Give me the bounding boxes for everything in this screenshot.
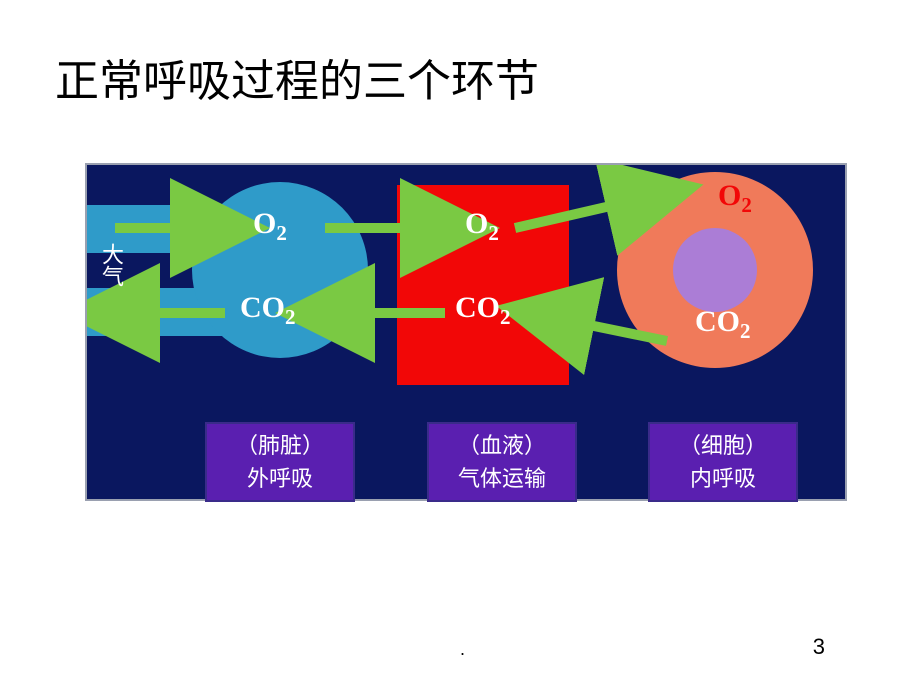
atmosphere-label: 大气	[95, 243, 127, 287]
cell-co2-label: CO2	[695, 305, 751, 344]
page-title: 正常呼吸过程的三个环节	[55, 45, 539, 109]
lung-co2-label: CO2	[240, 291, 296, 330]
stage-box-blood: （血液） 气体运输	[427, 422, 577, 502]
cell-o2-label: O2	[718, 179, 752, 218]
stage-lung-line1: （肺脏）	[236, 429, 324, 462]
blood-o2-label: O2	[465, 207, 499, 246]
stage-blood-line1: （血液）	[458, 429, 546, 462]
stage-box-lung: （肺脏） 外呼吸	[205, 422, 355, 502]
stage-cell-line2: 内呼吸	[690, 462, 756, 495]
stage-box-cell: （细胞） 内呼吸	[648, 422, 798, 502]
respiration-diagram: 大气 O2 CO2 O2 CO2 O2 CO2 （肺脏） 外呼吸 （血液） 气体…	[85, 163, 847, 560]
stage-blood-line2: 气体运输	[458, 462, 546, 495]
stage-lung-line2: 外呼吸	[247, 462, 313, 495]
blood-co2-label: CO2	[455, 291, 511, 330]
page-number: 3	[813, 634, 825, 660]
lung-o2-label: O2	[253, 207, 287, 246]
footer-dot: .	[460, 639, 465, 660]
stage-cell-line1: （细胞）	[679, 429, 767, 462]
